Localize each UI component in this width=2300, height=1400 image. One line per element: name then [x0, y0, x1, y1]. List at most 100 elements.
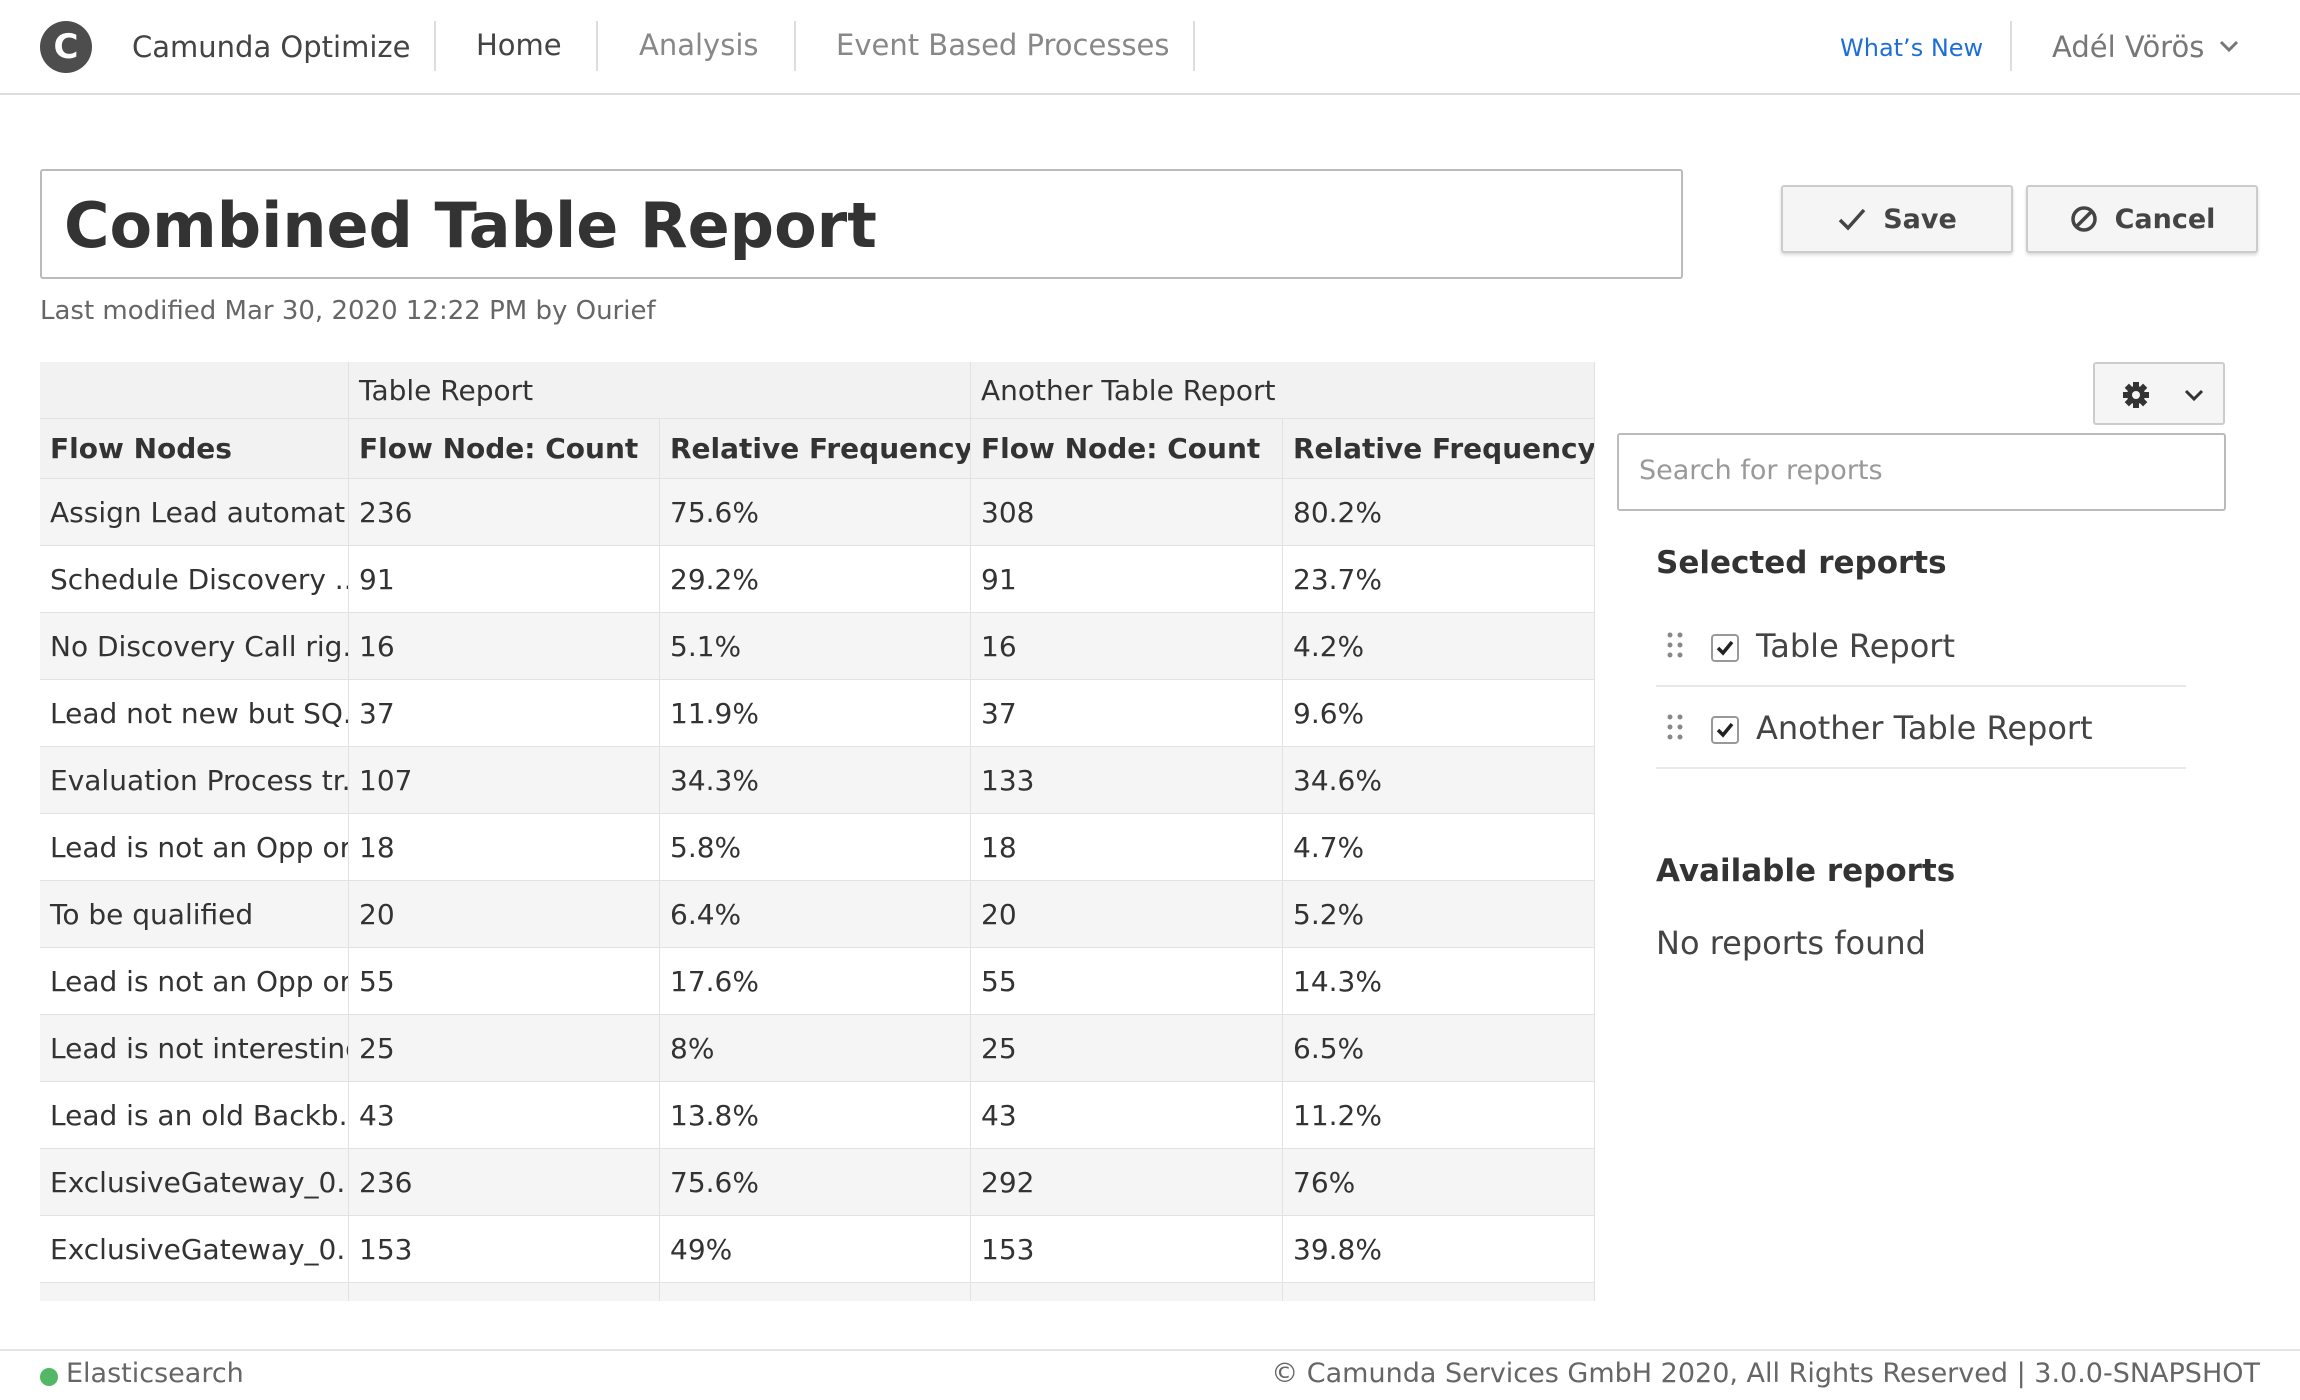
empty-message: No reports found	[1656, 924, 1926, 962]
separator	[1193, 21, 1195, 71]
table-cell: 107	[349, 747, 660, 813]
cancel-icon	[2070, 206, 2097, 232]
copyright: © Camunda Services GmbH 2020, All Rights…	[1271, 1358, 2260, 1389]
table-cell: 55	[349, 948, 660, 1014]
table-cell: 4.2%	[1283, 613, 1595, 679]
table-row: Lead not new but SQ... 37 11.9% 37 9.6%	[40, 680, 1595, 747]
table-row: Lead is not an Opp or... 18 5.8% 18 4.7%	[40, 814, 1595, 881]
separator	[596, 21, 598, 71]
table-cell: 75.6%	[660, 1149, 971, 1215]
table-cell: 4.7%	[1283, 814, 1595, 880]
table-row: Evaluation Process tr... 107 34.3% 133 34.6%	[40, 747, 1595, 814]
selected-report[interactable]: Table Report	[1656, 607, 2186, 687]
table-cell: 9.6%	[1283, 680, 1595, 746]
table-cell: 236	[349, 479, 660, 545]
table-cell: 80.2%	[1283, 479, 1595, 545]
table-cell: 153	[971, 1216, 1283, 1282]
table-cell: Schedule Discovery ...	[40, 546, 349, 612]
drag-handle[interactable]	[1666, 631, 1686, 661]
table-cell: 39.8%	[1283, 1216, 1595, 1282]
column-header-row: Flow Nodes Flow Node: Count Relative Frequ…	[40, 419, 1595, 479]
table-cell: 5.1%	[660, 613, 971, 679]
table-cell: 20	[349, 881, 660, 947]
title-input[interactable]: Combined Table Report	[40, 169, 1683, 279]
column-header[interactable]: Flow Nodes	[40, 419, 349, 478]
checkbox[interactable]	[1711, 634, 1739, 662]
table-cell: 11.2%	[1283, 1082, 1595, 1148]
table-cell: 133	[971, 747, 1283, 813]
table-cell: 5.2%	[1283, 881, 1595, 947]
report-title: Combined Table Report	[64, 189, 877, 262]
selected-report[interactable]: Another Table Report	[1656, 689, 2186, 769]
header: C Camunda Optimize Home Analysis Event B…	[0, 0, 2300, 95]
checkbox[interactable]	[1711, 716, 1739, 744]
table-row: Lead is not interesting 25 8% 25 6.5%	[40, 1015, 1595, 1082]
table-cell: 34.6%	[1283, 747, 1595, 813]
section-title: Available reports	[1656, 853, 1956, 889]
cancel-button[interactable]: Cancel	[2026, 185, 2258, 253]
table-cell: 11.9%	[660, 680, 971, 746]
column-header[interactable]: Flow Node: Count	[971, 419, 1283, 478]
table-cell: To be qualified	[40, 881, 349, 947]
user-menu[interactable]: Adél Vörös	[2052, 30, 2205, 64]
nav-link[interactable]: Event Based Processes	[836, 28, 1170, 62]
footer-line	[0, 1349, 2300, 1351]
search-input[interactable]: Search for reports	[1617, 433, 2226, 511]
group-header-cell	[40, 362, 349, 418]
table-cell: 16	[349, 613, 660, 679]
table-row: To be qualified 20 6.4% 20 5.2%	[40, 881, 1595, 948]
table-cell: 37	[349, 680, 660, 746]
table-cell: 43	[971, 1082, 1283, 1148]
table-cell: ExclusiveGateway_0...	[40, 1149, 349, 1215]
chevron-icon	[2184, 389, 2204, 402]
table-cell: 75.6%	[660, 479, 971, 545]
table-cell: Lead is an old Backb...	[40, 1082, 349, 1148]
table-cell: 6.4%	[660, 881, 971, 947]
section-title: Selected reports	[1656, 545, 1947, 581]
table-cell: 17.6%	[660, 948, 971, 1014]
table-cell: 80.2%	[1283, 1283, 1595, 1301]
table-cell: 308	[971, 1283, 1283, 1301]
table-cell: 236	[349, 1283, 660, 1301]
drag-handle[interactable]	[1666, 713, 1686, 743]
table-cell: 8%	[660, 1015, 971, 1081]
separator	[434, 21, 436, 71]
last-modified: Last modified Mar 30, 2020 12:22 PM by O…	[40, 296, 656, 326]
table-cell: 49%	[660, 1216, 971, 1282]
table-cell: 23.7%	[1283, 546, 1595, 612]
table-cell: Lead is not interesting	[40, 1015, 349, 1081]
column-header[interactable]: Relative Frequency	[1283, 419, 1595, 478]
column-header[interactable]: Flow Node: Count	[349, 419, 660, 478]
whats-new-link[interactable]: What’s New	[1840, 34, 1984, 62]
table-cell: 236	[349, 1149, 660, 1215]
table-cell: 37	[971, 680, 1283, 746]
table-cell: 43	[349, 1082, 660, 1148]
settings-dropdown[interactable]	[2093, 362, 2225, 425]
table-cell: No Discovery Call rig...	[40, 613, 349, 679]
separator	[2010, 21, 2012, 71]
nav-link[interactable]: Analysis	[639, 28, 759, 62]
column-header[interactable]: Relative Frequency	[660, 419, 971, 478]
table-row: ExclusiveGateway_0... 236 75.6% 292 76%	[40, 1149, 1595, 1216]
save-label: Save	[1883, 203, 1957, 235]
group-header-row: Table Report Another Table Report	[40, 362, 1595, 419]
table-cell: 18	[349, 814, 660, 880]
logo[interactable]: C	[40, 21, 92, 73]
brand[interactable]: Camunda Optimize	[132, 30, 411, 64]
table-cell: 16	[971, 613, 1283, 679]
report-name: Table Report	[1756, 627, 1955, 665]
table-cell: Lead assigned?	[40, 1283, 349, 1301]
table-cell: 75.6%	[660, 1283, 971, 1301]
report-name: Another Table Report	[1756, 709, 2093, 747]
table-cell: ExclusiveGateway_0...	[40, 1216, 349, 1282]
table-cell: 29.2%	[660, 546, 971, 612]
table-row: Lead is not an Opp or... 55 17.6% 55 14.3%	[40, 948, 1595, 1015]
nav-link[interactable]: Home	[476, 28, 562, 62]
table-cell: 25	[349, 1015, 660, 1081]
chevron-icon	[2219, 40, 2239, 53]
save-button[interactable]: Save	[1781, 185, 2013, 253]
table-cell: 91	[971, 546, 1283, 612]
